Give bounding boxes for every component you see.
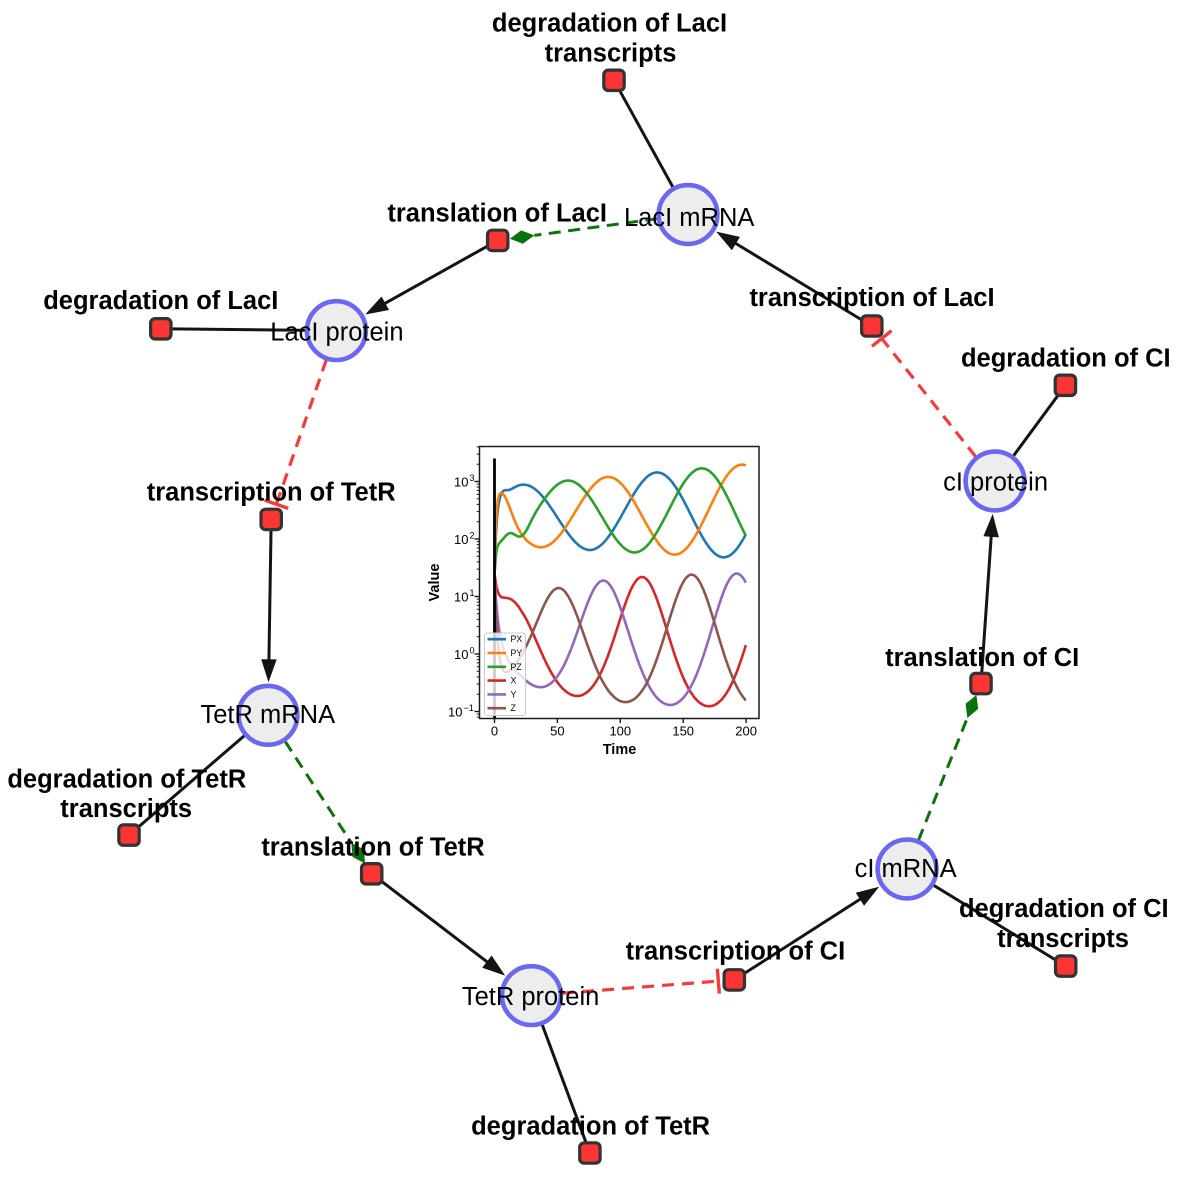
svg-text:LacI mRNA: LacI mRNA <box>624 204 754 232</box>
svg-text:PX: PX <box>511 634 523 644</box>
svg-text:100: 100 <box>609 724 631 739</box>
svg-text:Time: Time <box>603 742 637 758</box>
svg-text:transcripts: transcripts <box>545 40 677 68</box>
svg-text:Y: Y <box>511 689 517 699</box>
svg-text:Z: Z <box>511 703 517 713</box>
svg-text:10: 10 <box>454 647 468 662</box>
svg-text:transcripts: transcripts <box>60 795 192 823</box>
svg-text:transcripts: transcripts <box>997 925 1129 953</box>
svg-text:transcription of TetR: transcription of TetR <box>147 478 396 506</box>
svg-text:1: 1 <box>470 588 475 598</box>
svg-text:cI mRNA: cI mRNA <box>855 855 957 883</box>
svg-text:cI protein: cI protein <box>943 469 1048 497</box>
svg-text:degradation of CI: degradation of CI <box>961 345 1171 373</box>
svg-text:LacI protein: LacI protein <box>270 319 403 347</box>
svg-text:0: 0 <box>491 724 498 739</box>
svg-text:PZ: PZ <box>511 662 523 672</box>
svg-text:3: 3 <box>470 473 475 483</box>
svg-text:translation of CI: translation of CI <box>885 644 1079 672</box>
svg-text:10: 10 <box>454 532 468 547</box>
svg-text:TetR mRNA: TetR mRNA <box>200 701 335 729</box>
svg-text:degradation of LacI: degradation of LacI <box>492 10 727 38</box>
svg-text:degradation of TetR: degradation of TetR <box>471 1112 710 1140</box>
svg-text:150: 150 <box>672 724 694 739</box>
svg-text:Value: Value <box>427 564 443 602</box>
svg-text:2: 2 <box>470 531 475 541</box>
svg-text:translation of LacI: translation of LacI <box>387 199 607 227</box>
svg-text:10: 10 <box>448 705 462 720</box>
svg-text:TetR protein: TetR protein <box>462 983 600 1011</box>
svg-text:X: X <box>511 676 517 686</box>
svg-text:degradation of CI: degradation of CI <box>959 895 1169 923</box>
svg-text:0: 0 <box>470 646 475 656</box>
svg-text:degradation of LacI: degradation of LacI <box>43 287 278 315</box>
svg-text:transcription of LacI: transcription of LacI <box>749 284 994 312</box>
svg-text:degradation of TetR: degradation of TetR <box>7 766 246 794</box>
svg-text:−1: −1 <box>464 703 474 713</box>
svg-text:PY: PY <box>511 648 523 658</box>
svg-text:10: 10 <box>454 590 468 605</box>
svg-text:10: 10 <box>454 475 468 490</box>
svg-text:translation of TetR: translation of TetR <box>261 834 484 862</box>
svg-text:transcription of CI: transcription of CI <box>626 937 846 965</box>
svg-text:200: 200 <box>735 724 757 739</box>
svg-text:50: 50 <box>550 724 564 739</box>
